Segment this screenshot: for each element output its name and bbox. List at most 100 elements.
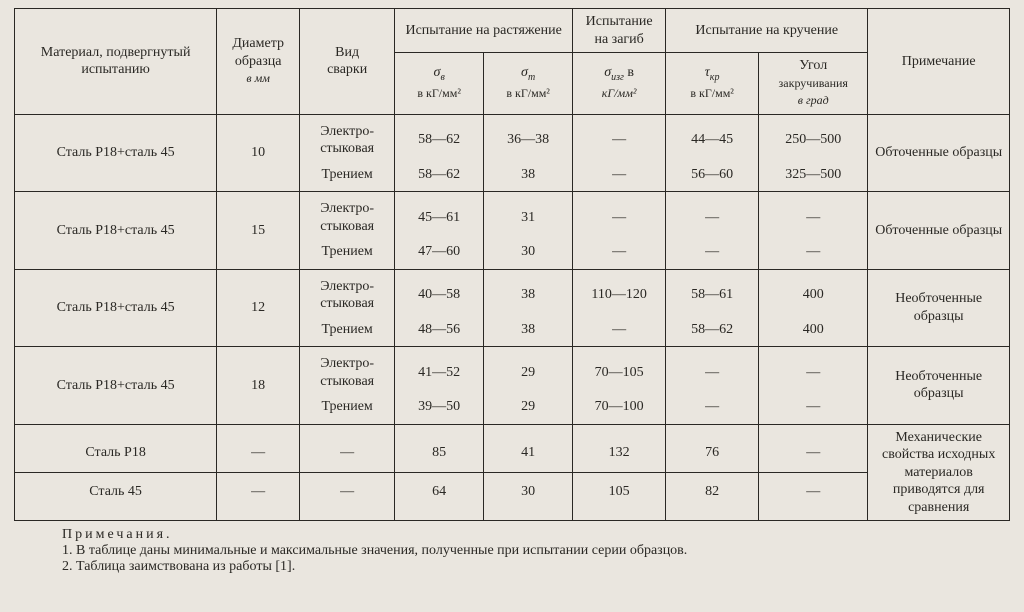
cell-sigma-t: 30 xyxy=(484,472,573,520)
col-tau-kr: τкр в кГ/мм² xyxy=(666,53,759,115)
footnote-line: 1. В таблице даны минимальные и максимал… xyxy=(62,543,687,558)
cell-diameter: 12 xyxy=(217,269,300,347)
cell-angle: — xyxy=(759,239,868,269)
cell-sigma-t: 38 xyxy=(484,269,573,317)
cell-sigma-t: 38 xyxy=(484,317,573,347)
table-row: Сталь Р18+сталь 4510Электро-стыковая58—6… xyxy=(15,114,1010,162)
cell-sigma-t: 30 xyxy=(484,239,573,269)
cell-sigma-v: 58—62 xyxy=(395,162,484,192)
cell-note: Обточенные образцы xyxy=(868,114,1010,192)
cell-tau-kr: 56—60 xyxy=(666,162,759,192)
cell-sigma-t: 29 xyxy=(484,347,573,395)
cell-angle: — xyxy=(759,424,868,472)
cell-diameter: 18 xyxy=(217,347,300,425)
cell-weld: Трением xyxy=(300,239,395,269)
cell-tau-kr: — xyxy=(666,394,759,424)
header-row-1: Материал, подвергнутый испытанию Диаметр… xyxy=(15,9,1010,53)
cell-sigma-t: 31 xyxy=(484,192,573,240)
col-note: Примечание xyxy=(868,9,1010,115)
footnotes: Примечания. 1. В таблице даны минимальны… xyxy=(14,525,1010,575)
cell-diameter: 10 xyxy=(217,114,300,192)
cell-sigma-izg: — xyxy=(573,239,666,269)
cell-angle: 400 xyxy=(759,317,868,347)
cell-diameter: — xyxy=(217,472,300,520)
cell-material: Сталь Р18+сталь 45 xyxy=(15,347,217,425)
cell-sigma-v: 40—58 xyxy=(395,269,484,317)
cell-tau-kr: 82 xyxy=(666,472,759,520)
cell-weld: Электро-стыковая xyxy=(300,269,395,317)
cell-sigma-izg: — xyxy=(573,162,666,192)
cell-sigma-v: 85 xyxy=(395,424,484,472)
cell-sigma-izg: 132 xyxy=(573,424,666,472)
col-torsion-group: Испытание на кручение xyxy=(666,9,868,53)
data-table: Материал, подвергнутый испытанию Диаметр… xyxy=(14,8,1010,521)
cell-material: Сталь Р18+сталь 45 xyxy=(15,192,217,270)
footnotes-title: Примечания. xyxy=(62,527,173,542)
col-angle: Угол закручивания в град xyxy=(759,53,868,115)
col-diameter: Диаметр образца в мм xyxy=(217,9,300,115)
cell-sigma-izg: — xyxy=(573,114,666,162)
cell-weld: — xyxy=(300,472,395,520)
table-row: Сталь 45 — — 64 30 105 82 — xyxy=(15,472,1010,520)
cell-sigma-v: 64 xyxy=(395,472,484,520)
col-sigma-t: σт в кГ/мм² xyxy=(484,53,573,115)
cell-weld: Электро-стыковая xyxy=(300,114,395,162)
cell-weld: Электро-стыковая xyxy=(300,347,395,395)
cell-weld: Трением xyxy=(300,317,395,347)
cell-sigma-izg: — xyxy=(573,192,666,240)
col-bend-group: Испытание на загиб xyxy=(573,9,666,53)
cell-material: Сталь Р18 xyxy=(15,424,217,472)
table-row: Сталь Р18+сталь 4512Электро-стыковая40—5… xyxy=(15,269,1010,317)
table-row: Сталь Р18 — — 85 41 132 76 — Механически… xyxy=(15,424,1010,472)
cell-weld: Электро-стыковая xyxy=(300,192,395,240)
col-sigma-izg: σизг в кГ/мм² xyxy=(573,53,666,115)
cell-angle: 400 xyxy=(759,269,868,317)
page: Материал, подвергнутый испытанию Диаметр… xyxy=(0,0,1024,585)
col-material: Материал, подвергнутый испытанию xyxy=(15,9,217,115)
cell-angle: — xyxy=(759,192,868,240)
cell-material: Сталь Р18+сталь 45 xyxy=(15,269,217,347)
cell-angle: 250—500 xyxy=(759,114,868,162)
col-tensile-group: Испытание на растяжение xyxy=(395,9,573,53)
cell-angle: 325—500 xyxy=(759,162,868,192)
cell-diameter: — xyxy=(217,424,300,472)
cell-material: Сталь Р18+сталь 45 xyxy=(15,114,217,192)
cell-note: Необточенные образцы xyxy=(868,269,1010,347)
col-sigma-v: σв в кГ/мм² xyxy=(395,53,484,115)
cell-tau-kr: 76 xyxy=(666,424,759,472)
cell-sigma-v: 39—50 xyxy=(395,394,484,424)
cell-weld: Трением xyxy=(300,162,395,192)
table-row: Сталь Р18+сталь 4518Электро-стыковая41—5… xyxy=(15,347,1010,395)
cell-sigma-izg: 105 xyxy=(573,472,666,520)
cell-weld: Трением xyxy=(300,394,395,424)
cell-sigma-izg: 110—120 xyxy=(573,269,666,317)
col-weld-type: Видсварки xyxy=(300,9,395,115)
cell-sigma-t: 36—38 xyxy=(484,114,573,162)
cell-angle: — xyxy=(759,472,868,520)
cell-note: Необточенные образцы xyxy=(868,347,1010,425)
cell-tau-kr: — xyxy=(666,239,759,269)
cell-material: Сталь 45 xyxy=(15,472,217,520)
cell-sigma-t: 38 xyxy=(484,162,573,192)
cell-diameter: 15 xyxy=(217,192,300,270)
cell-sigma-v: 45—61 xyxy=(395,192,484,240)
cell-tau-kr: 44—45 xyxy=(666,114,759,162)
cell-sigma-t: 41 xyxy=(484,424,573,472)
cell-sigma-v: 48—56 xyxy=(395,317,484,347)
cell-sigma-v: 47—60 xyxy=(395,239,484,269)
cell-tau-kr: — xyxy=(666,347,759,395)
cell-note: Механические свойства исходных материало… xyxy=(868,424,1010,521)
footnote-line: 2. Таблица заимствована из работы [1]. xyxy=(62,559,295,574)
cell-sigma-v: 58—62 xyxy=(395,114,484,162)
table-row: Сталь Р18+сталь 4515Электро-стыковая45—6… xyxy=(15,192,1010,240)
cell-tau-kr: 58—62 xyxy=(666,317,759,347)
cell-tau-kr: 58—61 xyxy=(666,269,759,317)
cell-weld: — xyxy=(300,424,395,472)
cell-sigma-izg: 70—100 xyxy=(573,394,666,424)
cell-note: Обточенные образцы xyxy=(868,192,1010,270)
cell-sigma-v: 41—52 xyxy=(395,347,484,395)
cell-sigma-t: 29 xyxy=(484,394,573,424)
cell-angle: — xyxy=(759,394,868,424)
cell-tau-kr: — xyxy=(666,192,759,240)
cell-angle: — xyxy=(759,347,868,395)
